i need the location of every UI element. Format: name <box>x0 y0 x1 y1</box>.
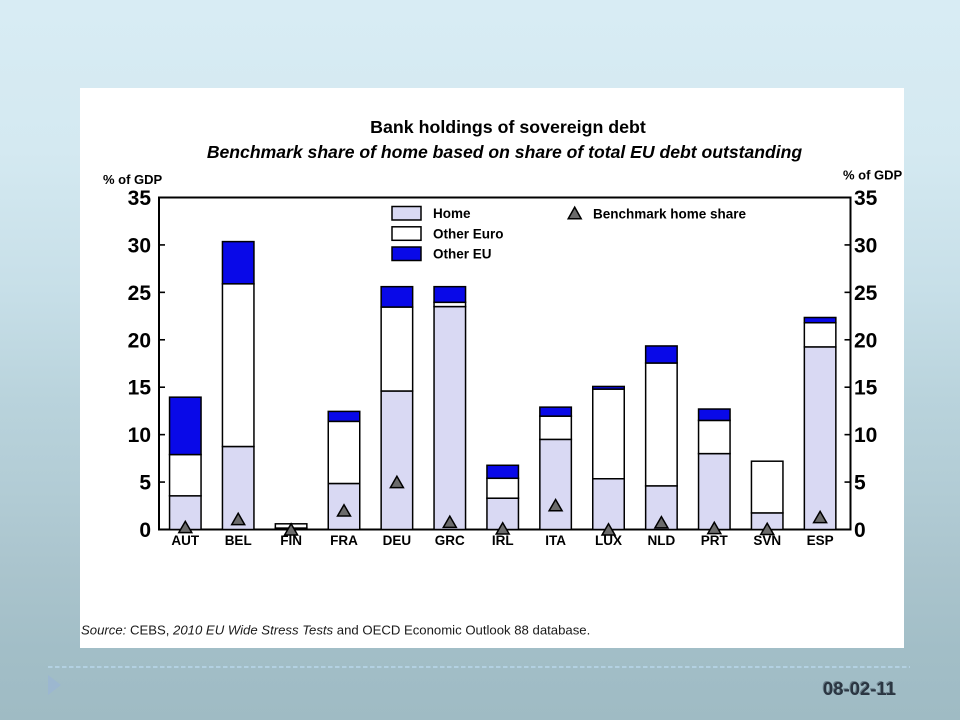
svg-text:15: 15 <box>854 377 878 400</box>
svg-text:IRL: IRL <box>492 533 514 548</box>
svg-text:35: 35 <box>128 187 152 210</box>
svg-text:25: 25 <box>128 282 152 305</box>
svg-text:AUT: AUT <box>171 533 199 548</box>
svg-text:SVN: SVN <box>753 533 781 548</box>
svg-text:20: 20 <box>128 329 151 352</box>
svg-text:25: 25 <box>854 282 878 305</box>
svg-text:NLD: NLD <box>648 533 676 548</box>
svg-text:15: 15 <box>128 377 152 400</box>
svg-text:LUX: LUX <box>595 533 622 548</box>
svg-text:Bank holdings of sovereign deb: Bank holdings of sovereign debt <box>370 117 646 137</box>
svg-text:ESP: ESP <box>807 533 834 548</box>
svg-text:Benchmark home share: Benchmark home share <box>593 206 747 221</box>
svg-text:% of GDP: % of GDP <box>103 172 163 187</box>
svg-text:ITA: ITA <box>545 533 566 548</box>
svg-text:20: 20 <box>854 329 877 352</box>
svg-text:PRT: PRT <box>701 533 729 548</box>
svg-text:Source: CEBS, 2010 EU Wide Str: Source: CEBS, 2010 EU Wide Stress Tests … <box>81 623 590 638</box>
svg-text:DEU: DEU <box>383 533 412 548</box>
svg-text:Benchmark share of home based: Benchmark share of home based on share o… <box>207 142 803 162</box>
svg-text:BEL: BEL <box>225 533 252 548</box>
svg-text:Home: Home <box>433 206 471 221</box>
svg-text:Other EU: Other EU <box>433 247 492 262</box>
svg-text:GRC: GRC <box>435 533 465 548</box>
svg-text:0: 0 <box>139 519 151 542</box>
svg-text:30: 30 <box>128 234 151 257</box>
svg-text:FRA: FRA <box>330 533 358 548</box>
svg-text:FIN: FIN <box>280 533 302 548</box>
svg-text:30: 30 <box>854 234 877 257</box>
svg-text:10: 10 <box>854 424 877 447</box>
svg-text:35: 35 <box>854 187 878 210</box>
svg-text:% of GDP: % of GDP <box>843 168 903 183</box>
svg-text:Other Euro: Other Euro <box>433 226 504 241</box>
svg-text:5: 5 <box>854 472 866 495</box>
svg-text:5: 5 <box>139 472 151 495</box>
svg-text:10: 10 <box>128 424 151 447</box>
svg-text:0: 0 <box>854 519 866 542</box>
